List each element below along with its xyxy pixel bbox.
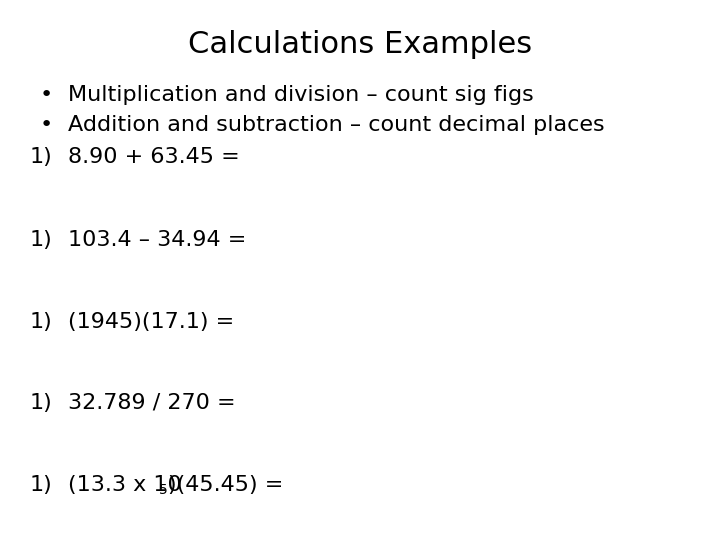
Text: 32.789 / 270 =: 32.789 / 270 = <box>68 393 235 413</box>
Text: 103.4 – 34.94 =: 103.4 – 34.94 = <box>68 230 246 250</box>
Text: 1): 1) <box>30 393 53 413</box>
Text: •: • <box>40 85 53 105</box>
Text: 5: 5 <box>159 483 168 497</box>
Text: 1): 1) <box>30 147 53 167</box>
Text: )(45.45) =: )(45.45) = <box>168 475 284 495</box>
Text: Multiplication and division – count sig figs: Multiplication and division – count sig … <box>68 85 534 105</box>
Text: 1): 1) <box>30 312 53 332</box>
Text: •: • <box>40 115 53 135</box>
Text: 8.90 + 63.45 =: 8.90 + 63.45 = <box>68 147 240 167</box>
Text: 1): 1) <box>30 230 53 250</box>
Text: Calculations Examples: Calculations Examples <box>188 30 532 59</box>
Text: (1945)(17.1) =: (1945)(17.1) = <box>68 312 234 332</box>
Text: (13.3 x 10: (13.3 x 10 <box>68 475 181 495</box>
Text: 1): 1) <box>30 475 53 495</box>
Text: Addition and subtraction – count decimal places: Addition and subtraction – count decimal… <box>68 115 605 135</box>
